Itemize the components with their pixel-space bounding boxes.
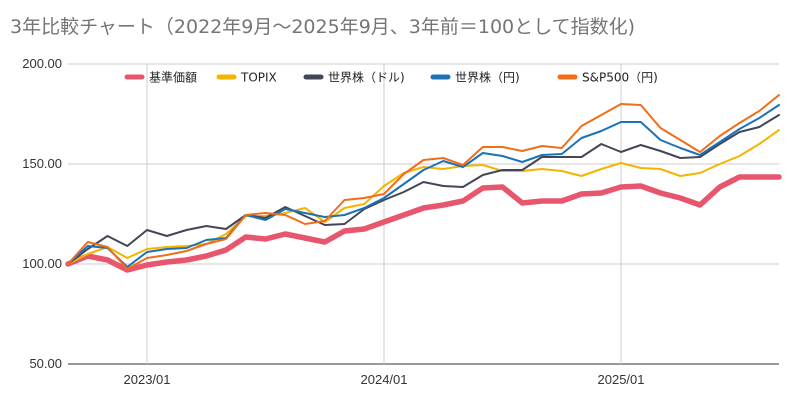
y-axis: 50.00 100.00 150.00 200.00 xyxy=(22,56,62,371)
legend-label: TOPIX xyxy=(240,71,277,85)
x-tick-label: 2025/01 xyxy=(598,372,645,387)
legend-label: 世界株（円) xyxy=(455,70,520,85)
y-tick-label: 50.00 xyxy=(29,356,62,371)
legend-label: 世界株（ドル) xyxy=(328,70,405,85)
series-line-0 xyxy=(65,174,782,273)
grid xyxy=(68,63,779,365)
x-axis: 2023/01 2024/01 2025/01 xyxy=(124,372,645,387)
legend: 基準価額 TOPIX 世界株（ドル) 世界株（円) S&P500（円) xyxy=(124,70,658,85)
series-line-4 xyxy=(67,94,780,270)
series-line-1 xyxy=(67,129,780,265)
x-tick-label: 2024/01 xyxy=(361,372,408,387)
legend-label: 基準価額 xyxy=(149,70,197,85)
x-tick-label: 2023/01 xyxy=(124,372,171,387)
series-line-2 xyxy=(67,114,780,265)
series-line-3 xyxy=(67,104,780,268)
chart-title: 3年比較チャート（2022年9月～2025年9月、3年前＝100として指数化) xyxy=(10,16,635,38)
series-lines xyxy=(65,94,782,273)
legend-label: S&P500（円) xyxy=(582,71,658,85)
y-tick-label: 200.00 xyxy=(22,56,62,71)
y-tick-label: 100.00 xyxy=(22,256,62,271)
y-tick-label: 150.00 xyxy=(22,156,62,171)
